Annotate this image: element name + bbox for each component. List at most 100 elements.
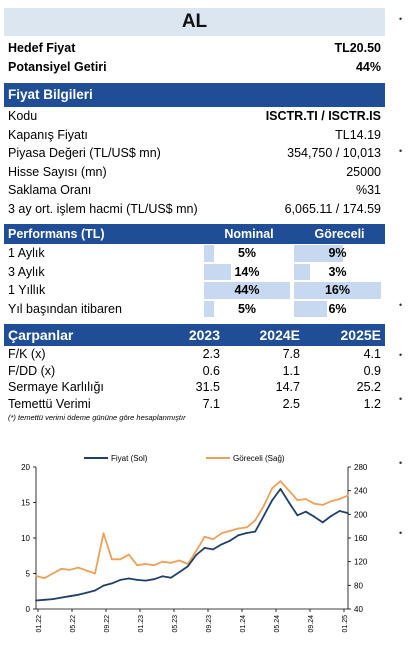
data-point (330, 515, 332, 517)
data-point (321, 521, 324, 524)
bullet-marker: • (399, 458, 403, 468)
nominal-bar (204, 300, 214, 317)
data-point (330, 500, 332, 503)
multiples-row: F/K (x) 2.3 7.8 4.1 (4, 346, 385, 363)
data-point (279, 488, 282, 490)
relative-cell: 9% (294, 244, 381, 263)
data-point (35, 575, 37, 577)
relative-value: 9% (328, 246, 347, 260)
price-info-value: 354,750 / 10,013 (287, 146, 381, 160)
performance-row: Yıl başından itibaren 5% 6% (4, 300, 385, 319)
data-point (288, 501, 290, 504)
price-info-row: Kapanış Fiyatı TL14.19 (4, 126, 385, 145)
price-info-row: Kodu ISCTR.TI / ISCTR.IS (4, 107, 385, 126)
data-point (170, 561, 172, 564)
multiple-value: 1.2 (363, 396, 381, 411)
data-point (296, 499, 299, 501)
data-point (85, 569, 88, 572)
data-point (347, 512, 349, 514)
data-point (229, 539, 231, 542)
data-point (338, 510, 341, 512)
price-info-value: 6,065.11 / 174.59 (284, 201, 381, 216)
chart-axes: 0 5 10 15 20 40 80 120 160 200 240 280 01.22 05.22 09.… (21, 463, 368, 633)
multiples-row: F/DD (x) 0.6 1.1 0.9 (4, 363, 385, 380)
data-point (313, 502, 316, 505)
target-price-value: TL20.50 (334, 41, 381, 55)
multiple-label: F/K (x) (8, 347, 46, 361)
chart-legend: Fiyat (Sol) Göreceli (Sağ) (84, 454, 285, 463)
price-info-value: ISCTR.TI / ISCTR.IS (265, 109, 381, 123)
x-tick-label: 01.22 (36, 615, 43, 633)
data-point (245, 526, 248, 529)
legend-label-price: Fiyat (Sol) (111, 454, 148, 463)
data-point (43, 577, 46, 580)
data-point (144, 563, 147, 565)
data-point (296, 514, 299, 517)
multiple-value: 4.1 (363, 347, 381, 361)
multiple-value: 14.7 (275, 380, 300, 394)
data-point (170, 576, 172, 579)
data-point (279, 480, 282, 483)
data-point (338, 498, 341, 500)
data-point (262, 505, 265, 507)
nominal-cell: 14% (204, 263, 290, 282)
data-point (237, 527, 240, 530)
data-point (119, 579, 122, 581)
data-point (212, 548, 215, 551)
target-price-row: Hedef Fiyat TL20.50 (4, 39, 385, 58)
x-tick-label: 05.23 (172, 615, 179, 633)
y-left-tick-label: 20 (21, 463, 30, 472)
data-point (68, 569, 71, 571)
data-point (52, 572, 54, 575)
year-header-2025e: 2025E (340, 327, 381, 343)
data-point (102, 584, 105, 587)
performance-table: 1 Aylık 5% 9% 3 Aylık 14% 3% 1 Yıllık 44% 16% Yıl… (4, 244, 385, 318)
data-point (220, 543, 223, 546)
y-left-tick-label: 10 (21, 534, 30, 543)
data-point (153, 564, 156, 567)
data-point (313, 515, 316, 518)
data-point (212, 538, 215, 541)
x-tick-label: 09.23 (206, 615, 213, 633)
y-right-tick-label: 200 (354, 510, 368, 519)
potential-return-label: Potansiyel Getiri (8, 60, 107, 74)
data-point (127, 577, 130, 580)
relative-column-header: Göreceli (314, 227, 365, 241)
y-right-tick-label: 80 (354, 581, 363, 590)
data-point (85, 591, 88, 594)
bullet-marker: • (399, 14, 403, 24)
nominal-cell: 5% (204, 300, 290, 319)
data-point (229, 530, 231, 532)
year-header-2023: 2023 (188, 327, 220, 343)
x-tick-label: 05.22 (70, 615, 77, 633)
chart-series (35, 480, 349, 602)
data-point (111, 582, 113, 585)
multiple-value: 25.2 (356, 380, 381, 394)
data-point (195, 554, 198, 556)
data-point (178, 559, 181, 562)
relative-value: 3% (328, 264, 347, 279)
data-point (60, 596, 63, 599)
y-right-tick-label: 120 (354, 558, 368, 567)
nominal-bar (204, 282, 290, 299)
relative-value: 6% (328, 301, 347, 316)
multiple-value: 31.5 (195, 380, 220, 394)
potential-return-value: 44% (355, 60, 381, 74)
y-left-tick-label: 5 (26, 570, 31, 579)
nominal-column-header: Nominal (224, 227, 274, 241)
data-point (304, 498, 307, 500)
x-tick-label: 01.23 (138, 615, 145, 633)
performance-header: Performans (TL) Nominal Göreceli (4, 224, 385, 244)
x-tick-label: 05.24 (274, 615, 281, 633)
data-point (136, 579, 139, 581)
relative-bar (294, 282, 381, 299)
performance-period: 3 Aylık (8, 264, 45, 279)
price-series-line (35, 488, 349, 602)
data-point (102, 532, 105, 535)
data-point (161, 560, 164, 563)
data-point (60, 567, 63, 570)
performance-period: 1 Aylık (8, 246, 45, 260)
data-point (220, 532, 223, 535)
performance-period: Yıl başından itibaren (8, 301, 122, 316)
data-point (94, 589, 96, 592)
